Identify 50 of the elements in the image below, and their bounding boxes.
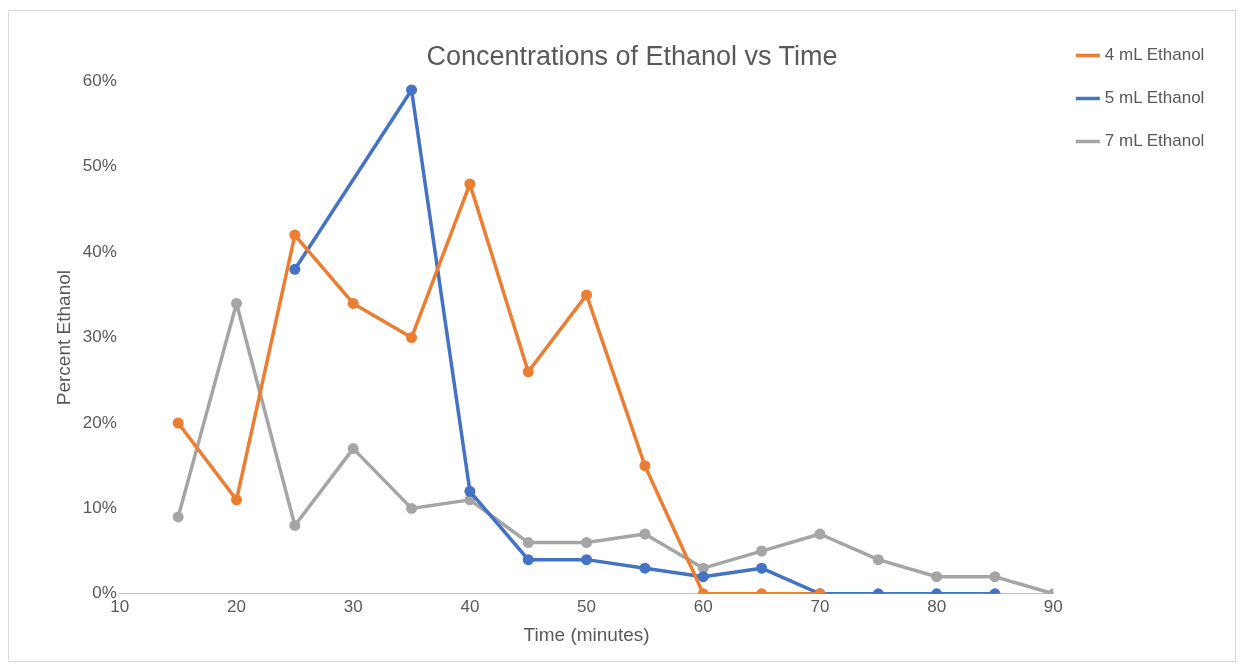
point xyxy=(289,229,301,241)
x-tick-label: 50 xyxy=(577,596,597,616)
x-axis-title: Time (minutes) xyxy=(523,623,650,645)
point xyxy=(581,537,593,549)
point xyxy=(989,571,1001,583)
point xyxy=(289,263,301,275)
point xyxy=(231,297,243,309)
point xyxy=(931,571,943,583)
point xyxy=(464,178,476,190)
point xyxy=(697,571,709,583)
legend-label: 4 mL Ethanol xyxy=(1104,45,1205,65)
x-tick-label: 70 xyxy=(810,596,830,616)
point xyxy=(872,554,884,566)
x-tick-label: 40 xyxy=(460,596,480,616)
point xyxy=(814,528,826,540)
point xyxy=(639,528,651,540)
point xyxy=(406,502,418,514)
point xyxy=(406,84,418,96)
point xyxy=(581,289,593,301)
y-tick-label: 30% xyxy=(82,327,117,347)
y-tick-label: 50% xyxy=(82,156,117,176)
point xyxy=(464,485,476,497)
y-tick-label: 60% xyxy=(82,71,117,91)
y-tick-label: 20% xyxy=(82,412,117,432)
point xyxy=(581,554,593,566)
x-tick-label: 90 xyxy=(1043,596,1063,616)
y-axis-title: Percent Ethanol xyxy=(52,270,74,406)
y-tick-label: 10% xyxy=(82,498,117,518)
x-tick-label: 60 xyxy=(693,596,713,616)
y-tick-label: 40% xyxy=(82,241,117,261)
legend-label: 5 mL Ethanol xyxy=(1104,88,1205,108)
point xyxy=(522,554,534,566)
point xyxy=(639,562,651,574)
point xyxy=(347,443,359,455)
x-tick-label: 30 xyxy=(343,596,363,616)
legend-label: 7 mL Ethanol xyxy=(1104,131,1205,151)
point xyxy=(756,545,768,557)
point xyxy=(406,332,418,344)
x-tick-label: 20 xyxy=(227,596,246,616)
point xyxy=(522,537,534,549)
point xyxy=(639,460,651,472)
chart-title: Concentrations of Ethanol vs Time xyxy=(426,40,838,71)
point xyxy=(172,511,184,523)
point xyxy=(231,494,243,506)
point xyxy=(756,562,768,574)
x-tick-label: 80 xyxy=(927,596,947,616)
point xyxy=(289,519,301,531)
point xyxy=(347,297,359,309)
point xyxy=(522,366,534,378)
point xyxy=(172,417,184,429)
